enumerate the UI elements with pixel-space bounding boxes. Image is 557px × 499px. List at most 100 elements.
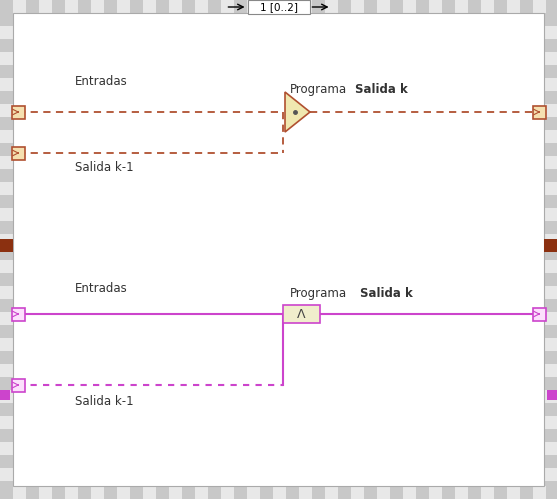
Text: Programa: Programa — [290, 83, 347, 96]
Bar — [494, 0, 507, 13]
Bar — [78, 0, 91, 13]
Bar — [544, 156, 557, 169]
Bar — [0, 455, 13, 468]
Bar — [544, 247, 557, 260]
Bar — [0, 312, 13, 325]
Bar — [0, 286, 13, 299]
Bar — [325, 486, 338, 499]
Bar — [546, 486, 557, 499]
Bar — [0, 39, 13, 52]
Bar — [338, 0, 351, 13]
Bar — [429, 486, 442, 499]
Bar — [0, 351, 13, 364]
Bar — [544, 312, 557, 325]
Bar — [130, 0, 143, 13]
Bar — [91, 0, 104, 13]
Bar — [544, 286, 557, 299]
Bar — [0, 91, 13, 104]
Bar — [234, 0, 247, 13]
Bar — [0, 104, 13, 117]
Bar — [0, 195, 13, 208]
Bar — [351, 486, 364, 499]
Bar — [416, 0, 429, 13]
Bar — [544, 338, 557, 351]
Bar — [0, 416, 13, 429]
Bar — [0, 390, 13, 403]
Bar — [364, 486, 377, 499]
Bar — [544, 260, 557, 273]
Bar — [26, 0, 39, 13]
Bar — [364, 0, 377, 13]
Bar — [273, 486, 286, 499]
Bar — [546, 0, 557, 13]
Bar — [0, 325, 13, 338]
Bar — [544, 481, 557, 486]
Bar — [0, 143, 13, 156]
Bar — [520, 486, 533, 499]
Bar — [0, 299, 13, 312]
Bar — [312, 486, 325, 499]
Bar — [390, 486, 403, 499]
Bar — [221, 0, 234, 13]
Bar — [12, 105, 25, 118]
Bar — [104, 0, 117, 13]
Bar — [442, 486, 455, 499]
Bar — [13, 0, 26, 13]
Text: Salida k-1: Salida k-1 — [75, 395, 134, 408]
Bar — [0, 468, 13, 481]
Bar — [544, 195, 557, 208]
Bar — [544, 169, 557, 182]
Bar — [544, 273, 557, 286]
Bar — [156, 486, 169, 499]
Bar — [260, 486, 273, 499]
Bar — [403, 0, 416, 13]
Bar — [544, 351, 557, 364]
Bar — [0, 429, 13, 442]
Text: 1 [0..2]: 1 [0..2] — [260, 2, 297, 12]
Bar — [0, 13, 13, 26]
Bar — [351, 0, 364, 13]
Bar — [143, 486, 156, 499]
Bar — [468, 0, 481, 13]
Text: Entradas: Entradas — [75, 75, 128, 88]
Bar — [0, 208, 13, 221]
Bar — [39, 486, 52, 499]
Bar — [544, 416, 557, 429]
Bar — [12, 379, 25, 392]
Bar — [544, 13, 557, 26]
Bar — [0, 52, 13, 65]
Bar — [520, 0, 533, 13]
Bar — [0, 260, 13, 273]
Bar — [544, 65, 557, 78]
Bar — [507, 486, 520, 499]
Bar — [299, 486, 312, 499]
Bar — [130, 486, 143, 499]
Bar — [544, 390, 557, 403]
Bar — [247, 0, 260, 13]
Bar — [12, 147, 25, 160]
Bar — [283, 305, 320, 323]
Bar — [544, 104, 557, 117]
Bar — [78, 486, 91, 499]
Text: Salida k-1: Salida k-1 — [75, 161, 134, 174]
Bar — [286, 0, 299, 13]
Bar — [26, 486, 39, 499]
Bar — [377, 486, 390, 499]
Bar — [544, 182, 557, 195]
Bar — [234, 486, 247, 499]
Bar — [0, 338, 13, 351]
Bar — [544, 208, 557, 221]
Bar — [544, 234, 557, 247]
Bar — [544, 239, 557, 251]
Bar — [0, 364, 13, 377]
Bar — [481, 0, 494, 13]
Bar — [532, 307, 545, 320]
Bar — [312, 0, 325, 13]
Text: Salida k: Salida k — [355, 83, 408, 96]
Bar — [338, 486, 351, 499]
Bar — [507, 0, 520, 13]
Bar — [377, 0, 390, 13]
Bar — [52, 0, 65, 13]
Bar — [0, 247, 13, 260]
Bar — [442, 0, 455, 13]
